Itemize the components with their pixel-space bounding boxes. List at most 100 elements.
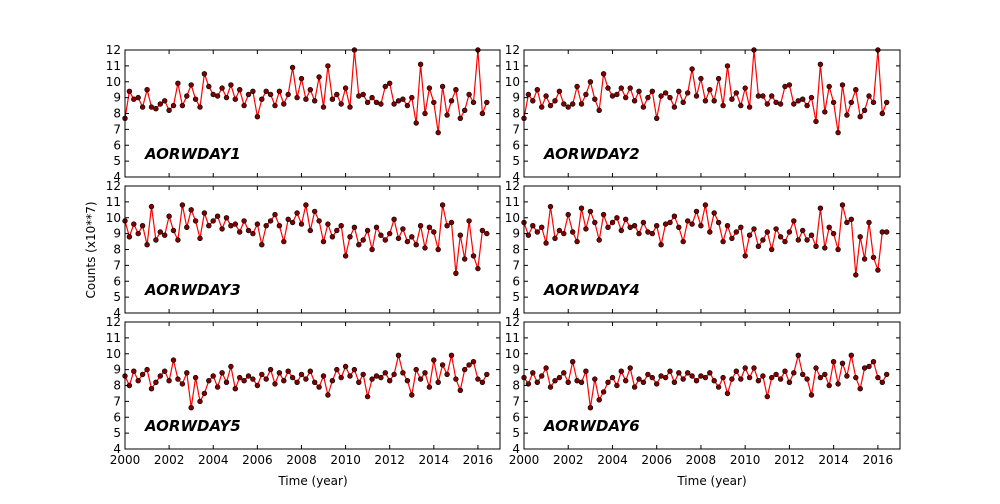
data-point — [583, 368, 589, 374]
data-point — [457, 115, 463, 122]
data-point — [254, 382, 261, 389]
data-point — [219, 85, 225, 91]
data-point — [583, 226, 589, 232]
data-point — [184, 93, 190, 99]
data-point — [676, 370, 682, 376]
data-point — [444, 223, 450, 229]
y-axis-label: Counts (x10**7) — [84, 201, 98, 298]
y-tick-label: 6 — [113, 274, 121, 288]
data-point — [738, 102, 744, 109]
data-point — [462, 107, 468, 114]
data-point — [578, 379, 585, 385]
data-point — [662, 221, 669, 227]
data-point — [289, 219, 296, 226]
data-point — [197, 104, 203, 110]
data-point — [210, 218, 216, 224]
data-point — [457, 387, 463, 393]
data-point — [444, 112, 450, 118]
data-point — [649, 230, 655, 237]
data-point — [618, 368, 624, 374]
data-point — [853, 86, 859, 93]
data-point — [830, 230, 837, 237]
y-tick-label: 5 — [113, 426, 121, 440]
data-point — [387, 378, 393, 384]
data-point — [866, 219, 872, 226]
y-tick-label: 11 — [106, 195, 121, 209]
data-point — [808, 392, 815, 398]
data-point — [653, 381, 660, 387]
data-point — [285, 368, 291, 374]
data-point — [622, 216, 629, 223]
data-point — [448, 98, 455, 104]
data-point — [684, 218, 691, 224]
data-point — [556, 374, 563, 381]
data-point — [857, 386, 863, 392]
data-point — [543, 240, 549, 246]
x-axis-label-left: Time (year) — [277, 474, 347, 488]
y-tick-label: 8 — [113, 243, 121, 257]
x-tick-label: 2016 — [463, 453, 494, 467]
data-point — [711, 98, 717, 104]
data-point — [768, 93, 775, 99]
y-tick-label: 12 — [106, 179, 121, 193]
data-point — [413, 242, 419, 248]
data-point — [351, 224, 358, 231]
data-point — [556, 227, 563, 234]
data-point — [768, 246, 775, 253]
panel-2: 4 5 6 78 9 10 11 12 AORWDAY2 — [505, 43, 901, 184]
data-point — [267, 91, 274, 98]
y-tick-label: 9 — [512, 363, 520, 377]
data-point — [565, 211, 571, 218]
data-point — [689, 66, 695, 72]
panel-annotation: AORWDAY1 — [144, 145, 241, 163]
data-point — [543, 93, 549, 99]
data-point — [693, 378, 700, 384]
data-point — [232, 386, 239, 392]
data-point — [715, 384, 722, 390]
data-point — [457, 232, 463, 238]
data-point — [131, 368, 137, 374]
data-point — [844, 112, 850, 118]
data-point — [738, 376, 744, 382]
data-point — [245, 227, 252, 234]
data-point — [329, 96, 336, 102]
data-point — [453, 270, 459, 276]
data-point — [259, 371, 265, 378]
data-point — [742, 365, 748, 371]
y-tick-label: 5 — [512, 290, 520, 304]
data-point — [135, 94, 141, 101]
data-point — [636, 88, 642, 95]
y-tick-label: 11 — [505, 331, 520, 345]
data-point — [263, 223, 269, 229]
data-point — [294, 94, 300, 101]
data-point — [276, 223, 283, 229]
data-point — [777, 376, 784, 382]
x-tick-label: 2010 — [730, 453, 761, 467]
data-point — [622, 94, 629, 101]
data-point — [839, 360, 846, 366]
y-tick-label: 7 — [512, 258, 520, 272]
data-point — [592, 96, 598, 102]
x-tick-label: 2008 — [286, 453, 317, 467]
data-point — [175, 376, 181, 382]
data-point — [192, 374, 199, 381]
data-point — [707, 229, 713, 235]
data-point — [356, 242, 362, 248]
data-point — [479, 227, 486, 234]
x-tick-label: 2006 — [641, 453, 672, 467]
y-tick-label: 8 — [512, 379, 520, 393]
y-tick-label: 10 — [505, 211, 520, 225]
data-point — [470, 99, 477, 106]
data-point — [201, 210, 208, 216]
y-tick-label: 12 — [106, 315, 121, 329]
data-point — [534, 229, 540, 235]
data-point — [179, 202, 186, 208]
data-point — [605, 224, 611, 231]
data-point — [431, 99, 437, 106]
data-point — [237, 86, 243, 93]
y-tick-label: 12 — [505, 43, 520, 57]
data-point — [462, 256, 468, 262]
data-point — [250, 376, 256, 382]
data-point — [742, 85, 748, 91]
data-point — [746, 104, 753, 110]
